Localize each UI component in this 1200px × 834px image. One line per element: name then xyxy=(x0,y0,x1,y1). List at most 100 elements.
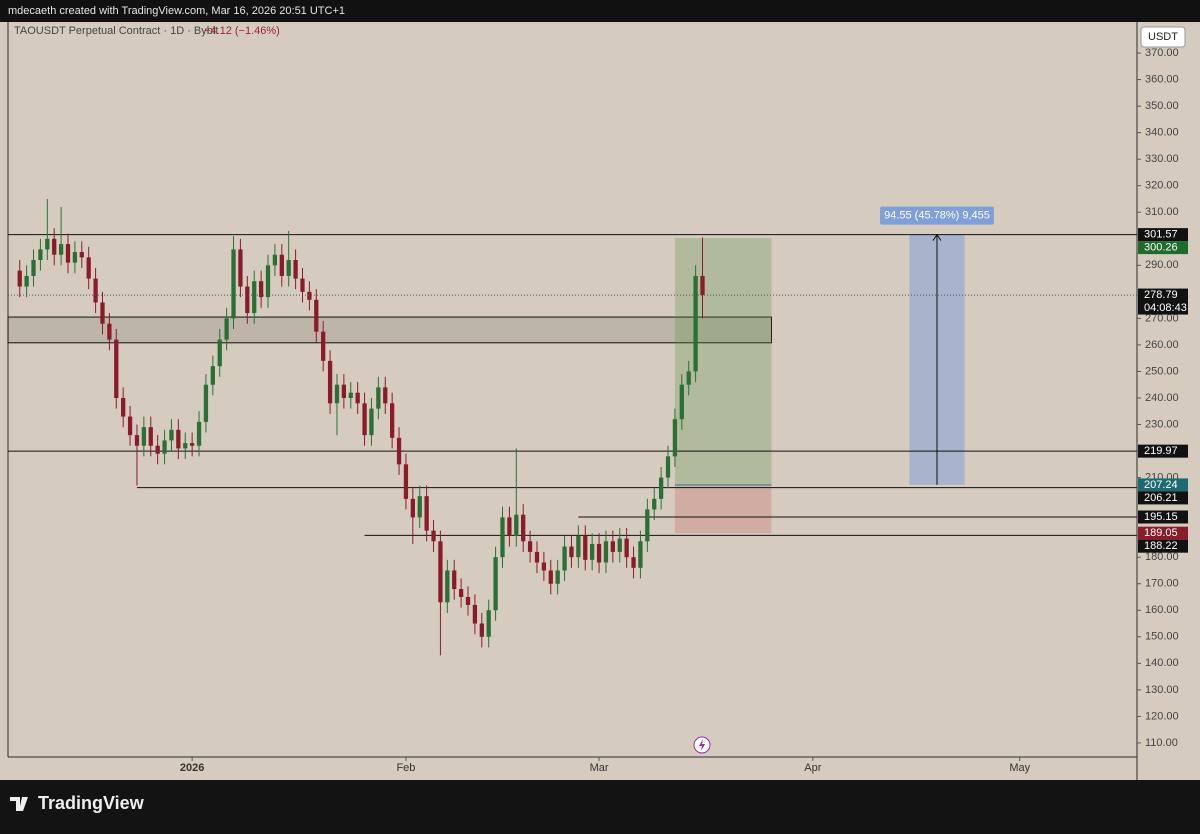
candle-body xyxy=(431,530,436,542)
candle-body xyxy=(300,278,305,292)
price-label-box xyxy=(1138,228,1188,242)
candle-body xyxy=(410,498,415,518)
candle-body xyxy=(176,429,181,449)
zone xyxy=(7,316,772,344)
candle-body xyxy=(493,557,498,611)
candle-body xyxy=(472,604,478,624)
candle-body xyxy=(327,360,333,404)
candle-body xyxy=(679,384,684,420)
candle-body xyxy=(583,535,588,560)
candle-body xyxy=(376,387,381,409)
price-label-box xyxy=(1138,539,1188,553)
candle-body xyxy=(238,249,243,287)
price-label: 301.57 xyxy=(1144,229,1178,241)
price-label: 300.26 xyxy=(1144,242,1178,254)
candle-body xyxy=(321,331,326,361)
measure-label-box xyxy=(879,206,994,225)
candle-body xyxy=(341,384,347,398)
candle-body xyxy=(438,541,443,603)
candle-body xyxy=(93,278,98,303)
candle-body xyxy=(424,496,429,531)
logo xyxy=(10,797,28,811)
candle-body xyxy=(458,589,464,597)
candle-body xyxy=(672,419,678,457)
y-tick-label: 260.00 xyxy=(1145,339,1179,351)
candle-body xyxy=(162,440,167,454)
price-label-box xyxy=(1138,510,1188,524)
x-tick-label: Apr xyxy=(804,762,821,774)
symbol-legend: TAOUSDT Perpetual Contract · 1D · Bybit xyxy=(14,25,218,37)
candle-body xyxy=(217,339,222,367)
y-tick-label: 110.00 xyxy=(1145,737,1178,749)
candle-body xyxy=(645,509,650,542)
y-tick-label: 170.00 xyxy=(1145,578,1179,590)
candle-body xyxy=(348,392,353,398)
candle-body xyxy=(658,477,664,499)
y-tick-label: 340.00 xyxy=(1145,127,1179,139)
candle-body xyxy=(355,392,360,404)
candle-body xyxy=(638,541,643,568)
y-tick-label: 230.00 xyxy=(1145,418,1179,430)
candle-body xyxy=(196,421,202,446)
candle-body xyxy=(45,238,50,250)
candle-body xyxy=(52,238,57,255)
countdown: 04:08:43 xyxy=(1144,302,1187,314)
candle-body xyxy=(596,543,602,563)
candle-body xyxy=(527,541,533,552)
price-label-box xyxy=(1138,444,1188,458)
candle-body xyxy=(72,252,78,263)
candle-body xyxy=(452,570,457,590)
candle-body xyxy=(534,551,540,563)
position-profit xyxy=(674,238,772,485)
y-tick-label: 120.00 xyxy=(1145,710,1179,722)
candle-body xyxy=(610,541,615,552)
candle-body xyxy=(390,403,395,438)
candle-body xyxy=(107,323,112,340)
candle-body xyxy=(507,517,512,536)
candle-body xyxy=(686,371,691,385)
candle-body xyxy=(500,517,505,558)
y-tick-label: 310.00 xyxy=(1145,206,1179,218)
candle-body xyxy=(155,445,160,454)
candle-body xyxy=(693,275,698,372)
candle-body xyxy=(417,496,422,518)
candle-body xyxy=(631,557,636,568)
candle-body xyxy=(114,339,119,398)
header-text: mdecaeth created with TradingView.com, M… xyxy=(8,5,345,17)
candle-body xyxy=(465,596,471,605)
x-tick-label: Feb xyxy=(396,762,415,774)
candle-body xyxy=(569,546,574,558)
brand: TradingView xyxy=(38,793,145,813)
event-bolt xyxy=(699,739,705,751)
price-label: 278.79 xyxy=(1144,289,1178,301)
price-label: 189.05 xyxy=(1144,527,1178,539)
candle-body xyxy=(403,464,409,499)
y-tick-label: 130.00 xyxy=(1145,684,1179,696)
change-legend: −4.12 (−1.46%) xyxy=(204,25,280,37)
candle-body xyxy=(245,286,250,314)
candle-body xyxy=(183,443,188,449)
candle-body xyxy=(293,260,298,279)
candle-body xyxy=(272,254,278,266)
candle-body xyxy=(134,435,140,446)
y-tick-label: 350.00 xyxy=(1145,100,1179,112)
currency-box[interactable] xyxy=(1140,26,1186,48)
candle-body xyxy=(334,384,340,404)
price-label: 188.22 xyxy=(1144,540,1178,552)
candle-body xyxy=(652,498,657,510)
candle-body xyxy=(79,252,84,258)
candle-body xyxy=(141,427,147,446)
y-tick-label: 160.00 xyxy=(1145,604,1179,616)
candle-body xyxy=(65,244,71,263)
candle-body xyxy=(362,403,367,436)
candle-body xyxy=(286,260,291,276)
candle-body xyxy=(279,254,284,276)
candle-body xyxy=(314,299,319,332)
candle-body xyxy=(258,281,264,298)
candle-body xyxy=(203,384,209,422)
candle-body xyxy=(624,538,629,558)
candle-body xyxy=(17,270,22,287)
y-tick-label: 240.00 xyxy=(1145,392,1179,404)
